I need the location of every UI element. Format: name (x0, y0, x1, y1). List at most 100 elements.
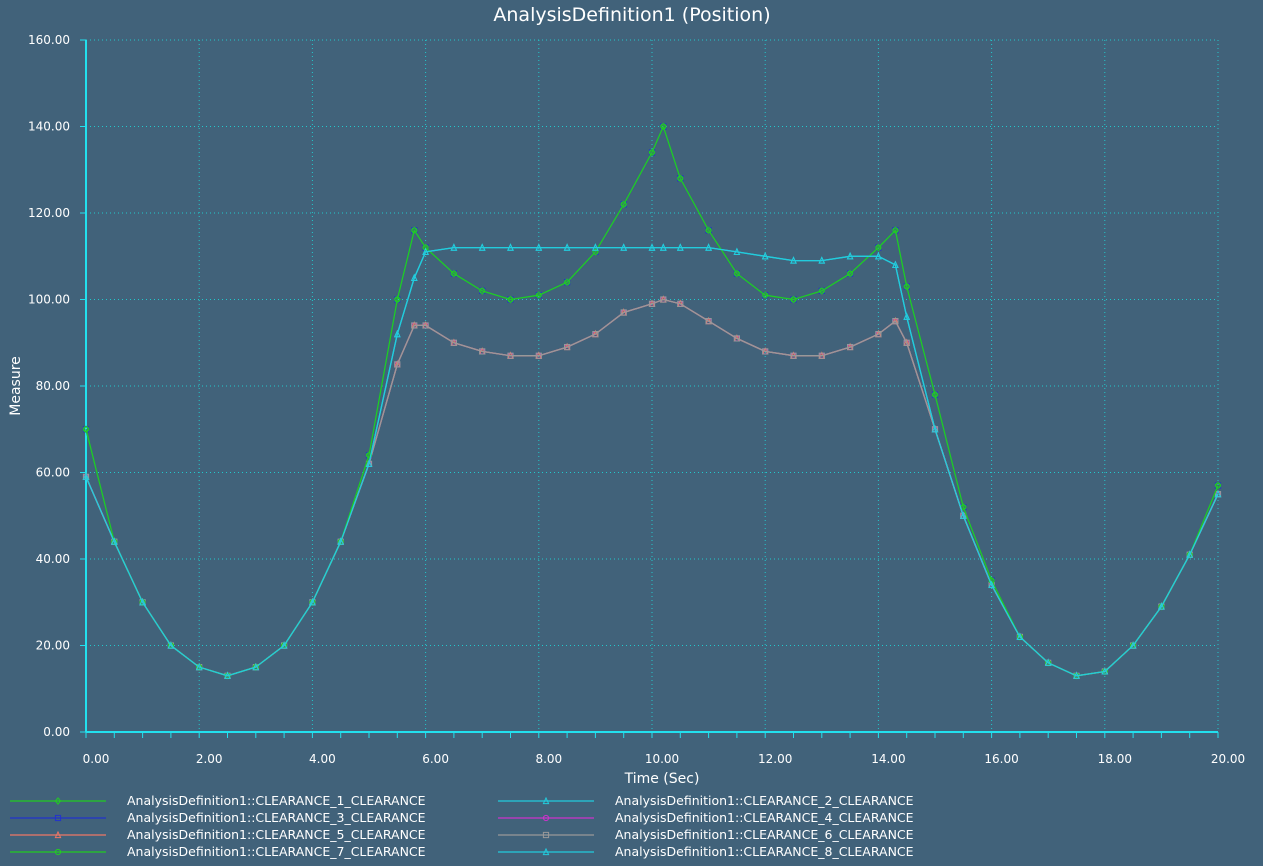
x-tick-label: 14.00 (871, 752, 905, 766)
y-tick-label: 160.00 (28, 33, 70, 47)
data-point (875, 251, 882, 260)
data-point (931, 390, 939, 399)
data-point (592, 331, 599, 338)
data-point (988, 580, 995, 589)
data-point (847, 270, 854, 277)
data-point (875, 331, 882, 338)
data-point (110, 537, 118, 545)
x-tick-label: 12.00 (758, 752, 792, 766)
data-point (761, 251, 769, 260)
data-point (620, 309, 627, 316)
legend-marker (542, 796, 550, 805)
data-point (450, 243, 458, 251)
data-point (507, 243, 514, 251)
x-tick-label: 20.00 (1211, 752, 1245, 766)
data-point (620, 243, 628, 251)
x-tick-label: 8.00 (535, 752, 562, 766)
data-point (847, 343, 854, 351)
series-line (85, 246, 1219, 677)
data-point (1016, 632, 1024, 640)
data-point (252, 662, 260, 671)
y-tick-label: 0.00 (43, 725, 70, 739)
data-point (762, 292, 769, 299)
legend-label: AnalysisDefinition1::CLEARANCE_4_CLEARAN… (615, 810, 914, 825)
data-point (1158, 602, 1165, 610)
x-axis-title: Time (Sec) (624, 771, 700, 787)
data-point (1214, 481, 1222, 490)
data-point (1214, 489, 1222, 498)
legend-item: AnalysisDefinition1::CLEARANCE_6_CLEARAN… (498, 827, 914, 842)
data-point (660, 122, 667, 131)
data-point (592, 243, 599, 251)
data-point (507, 352, 514, 359)
data-point (705, 243, 712, 251)
data-point (892, 260, 899, 268)
series-6 (82, 296, 1222, 679)
x-tick-label: 6.00 (422, 752, 449, 766)
data-point (410, 273, 418, 281)
x-tick-label: 4.00 (309, 752, 336, 766)
y-tick-label: 60.00 (36, 466, 70, 480)
data-point (1073, 671, 1080, 679)
data-point (931, 391, 939, 398)
x-tick-labels: 0.00 2.00 4.00 6.00 8.00 10.00 12.00 14.00 16.00… (83, 752, 1246, 766)
y-tick-labels: 0.00 20.00 40.00 60.00 80.00 100.00 120.00 140.… (28, 33, 70, 739)
series-7 (82, 123, 1222, 679)
data-point (677, 175, 684, 182)
data-point (535, 243, 543, 251)
data-point (892, 318, 899, 325)
data-point (394, 296, 401, 303)
data-point (139, 597, 146, 606)
data-point (507, 296, 514, 303)
data-point (892, 227, 899, 234)
data-point (82, 426, 90, 433)
data-point (195, 662, 203, 671)
data-point (648, 300, 656, 307)
legend-label: AnalysisDefinition1::CLEARANCE_5_CLEARAN… (127, 827, 426, 842)
data-point (592, 248, 599, 256)
data-point (733, 270, 741, 277)
data-point (790, 296, 797, 303)
legend-item: AnalysisDefinition1::CLEARANCE_2_CLEARAN… (498, 793, 914, 808)
data-point (705, 318, 712, 325)
x-tick-label: 10.00 (645, 752, 679, 766)
data-point (1186, 550, 1194, 558)
legend-label: AnalysisDefinition1::CLEARANCE_7_CLEARAN… (127, 844, 426, 859)
data-point (337, 537, 345, 545)
legend-marker (542, 847, 550, 856)
data-point (167, 641, 175, 649)
y-tick-label: 80.00 (36, 379, 70, 393)
data-point (365, 459, 373, 467)
legend-marker (54, 797, 62, 805)
data-point (422, 247, 429, 256)
data-point (733, 335, 740, 342)
data-point (478, 243, 486, 251)
data-point (818, 352, 825, 359)
data-point (818, 256, 826, 264)
series-8 (82, 243, 1222, 679)
x-tick-label: 0.00 (83, 752, 110, 766)
data-point (564, 279, 571, 286)
series-5 (82, 295, 1222, 679)
data-point (82, 472, 90, 480)
data-point (931, 424, 939, 433)
data-point (280, 641, 288, 649)
data-point (224, 671, 231, 679)
data-point (1044, 658, 1052, 666)
data-point (479, 348, 486, 355)
data-point (818, 287, 825, 294)
data-point (394, 361, 401, 368)
data-point (309, 597, 316, 606)
legend-item: AnalysisDefinition1::CLEARANCE_8_CLEARAN… (498, 844, 914, 859)
data-point (564, 343, 571, 351)
y-tick-label: 120.00 (28, 206, 70, 220)
data-point (620, 201, 627, 208)
grid (86, 39, 1219, 732)
legend-marker (542, 814, 550, 822)
data-point (660, 296, 667, 303)
data-point (960, 503, 967, 511)
data-point (479, 287, 486, 294)
chart-title: AnalysisDefinition1 (Position) (493, 4, 770, 26)
data-point (903, 339, 910, 346)
